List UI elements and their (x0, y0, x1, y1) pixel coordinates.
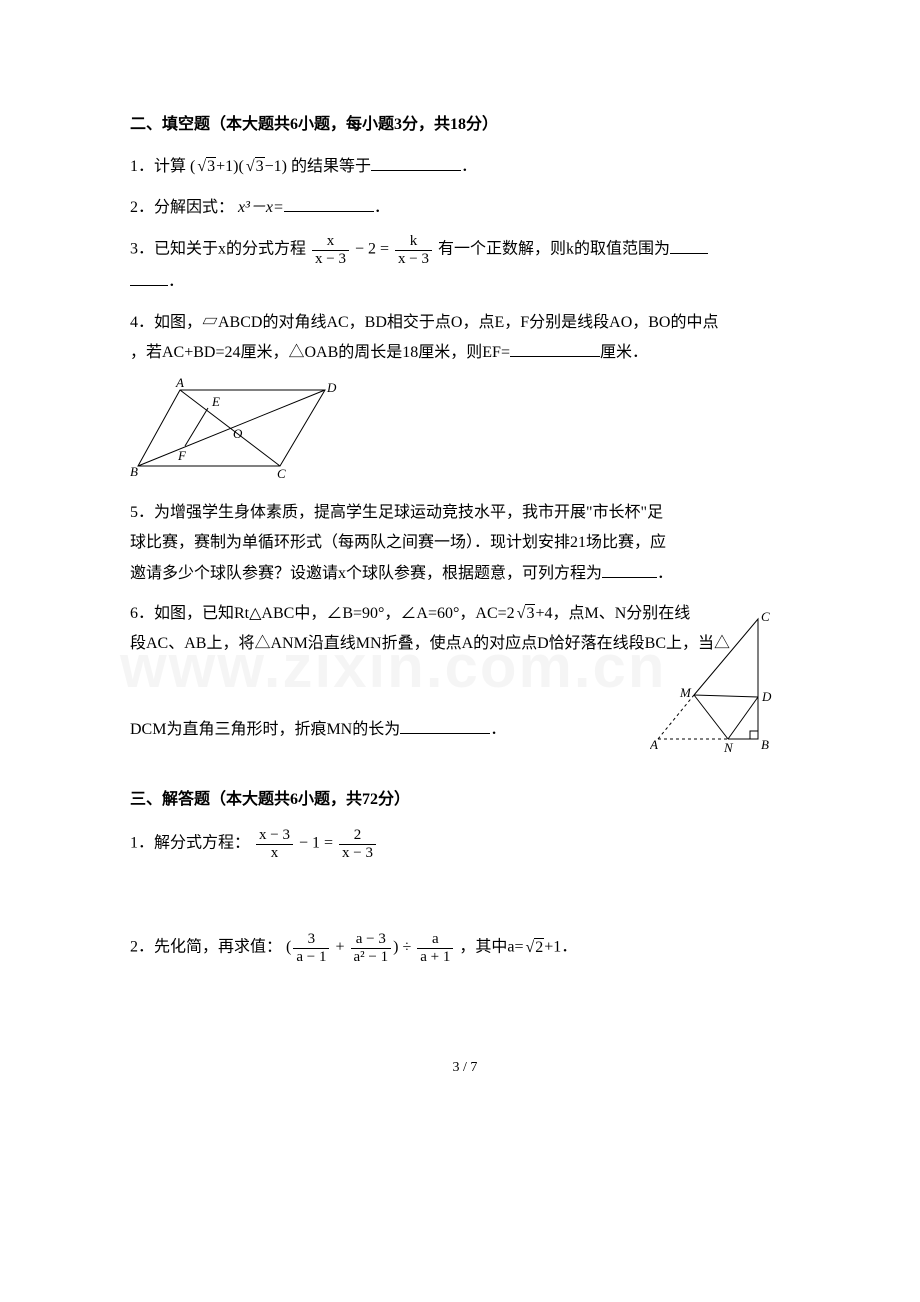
page-number: 3 / 7 (130, 1055, 800, 1082)
q5-l3a: 邀请多少个球队参赛？设邀请x个球队参赛，根据题意，可列方程为 (130, 565, 602, 582)
q4-l2b: 厘米． (600, 344, 648, 361)
sqrt3-icon: 3 (244, 152, 265, 182)
svg-text:A: A (175, 378, 184, 390)
section3-title: 三、解答题（本大题共6小题，共72分） (130, 785, 800, 815)
sqrt2-icon: 2 (524, 933, 545, 963)
svg-text:A: A (650, 737, 658, 752)
q4-l2a: ，若AC+BD=24厘米，△OAB的周长是18厘米，则EF= (130, 344, 510, 361)
q1-end: ． (461, 158, 477, 175)
s3q1-frac1: x − 3x (256, 827, 293, 861)
svg-text:C: C (277, 466, 286, 478)
s3q2-pre: 2．先化简，再求值： (130, 939, 282, 956)
s3-q2: 2．先化简，再求值： (3a − 1 + a − 3a² − 1) ÷ aa +… (130, 931, 800, 965)
q1-expr-c: −1) (265, 158, 287, 175)
s3q2-f1: 3a − 1 (293, 931, 329, 965)
s3q2-posta: ，其中a= (459, 939, 523, 956)
q3-blank-b (130, 270, 168, 286)
q6-figure: A B C N M D (650, 609, 790, 765)
q4-figure: A D B C E F O (130, 378, 800, 489)
q6-blank (400, 718, 490, 734)
svg-text:O: O (233, 426, 243, 441)
q5-l1: 5．为增强学生身体素质，提高学生足球运动竞技水平，我市开展"市长杯"足 (130, 504, 663, 521)
s2-q5: 5．为增强学生身体素质，提高学生足球运动竞技水平，我市开展"市长杯"足 球比赛，… (130, 498, 800, 589)
q3-frac1: xx − 3 (312, 233, 349, 267)
svg-text:M: M (679, 685, 692, 700)
q6-l2: 段AC、AB上，将△ANM沿直线MN折叠，使点A的对应点D恰好落在线段BC上，当… (130, 635, 730, 652)
q1-post: 的结果等于 (291, 158, 371, 175)
q3-frac2: kx − 3 (395, 233, 432, 267)
s2-q6: 6．如图，已知Rt△ABC中，∠B=90°，∠A=60°，AC=23+4，点M、… (130, 599, 800, 745)
q1-expr-b: +1)( (216, 158, 244, 175)
svg-text:D: D (761, 689, 772, 704)
s2-q3: 3．已知关于x的分式方程 xx − 3 − 2 = kx − 3 有一个正数解，… (130, 233, 800, 297)
svg-text:F: F (177, 448, 187, 463)
svg-text:C: C (761, 609, 770, 624)
triangle-fold-icon: A B C N M D (650, 609, 790, 754)
sqrt3-icon: 3 (195, 152, 216, 182)
q4-l1: 4．如图，▱ABCD的对角线AC，BD相交于点O，点E，F分别是线段AO，BO的… (130, 314, 718, 331)
svg-text:B: B (761, 737, 769, 752)
svg-text:E: E (211, 394, 220, 409)
q3-blank-a (670, 238, 708, 254)
q6-l3a: DCM为直角三角形时，折痕MN的长为 (130, 721, 400, 738)
section2-title: 二、填空题（本大题共6小题，每小题3分，共18分） (130, 110, 800, 140)
s2-q4: 4．如图，▱ABCD的对角线AC，BD相交于点O，点E，F分别是线段AO，BO的… (130, 308, 800, 369)
svg-text:B: B (130, 464, 138, 478)
svg-text:N: N (723, 740, 734, 754)
s2-q2: 2．分解因式： x³－x=． (130, 193, 800, 223)
s3-q1: 1．解分式方程： x − 3x − 1 = 2x − 3 (130, 827, 800, 861)
q2-pre: 2．分解因式： (130, 199, 234, 216)
q3-mid: 有一个正数解，则k的取值范围为 (438, 241, 670, 258)
q5-l2: 球比赛，赛制为单循环形式（每两队之间赛一场）．现计划安排21场比赛，应 (130, 534, 666, 551)
svg-text:D: D (326, 380, 337, 395)
parallelogram-icon: A D B C E F O (130, 378, 340, 478)
s3q2-postb: +1． (544, 939, 577, 956)
q1-blank (371, 155, 461, 171)
sqrt3-icon: 3 (515, 599, 536, 629)
q1-pre: 1．计算 (130, 158, 186, 175)
q2-blank (284, 196, 374, 212)
s2-q1: 1．计算 (3+1)(3−1) 的结果等于． (130, 152, 800, 182)
s3q2-f3: aa + 1 (417, 931, 453, 965)
s3q1-pre: 1．解分式方程： (130, 835, 250, 852)
s3q2-f2: a − 3a² − 1 (351, 931, 392, 965)
q5-blank (602, 562, 657, 578)
s3q1-frac2: 2x − 3 (339, 827, 376, 861)
q3-pre: 3．已知关于x的分式方程 (130, 241, 306, 258)
q2-expr: x³－x= (238, 199, 284, 216)
q4-blank (510, 341, 600, 357)
q6-l1a: 6．如图，已知Rt△ABC中，∠B=90°，∠A=60°，AC=2 (130, 605, 515, 622)
